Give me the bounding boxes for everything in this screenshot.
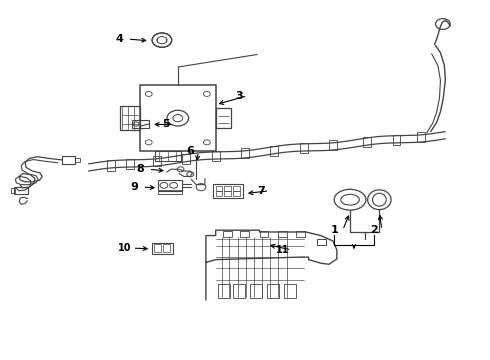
Bar: [158, 36, 166, 44]
Bar: [140, 85, 216, 151]
Bar: [155, 151, 181, 161]
Bar: [218, 284, 230, 298]
Text: 4: 4: [116, 34, 123, 44]
Bar: [241, 148, 249, 158]
Text: 8: 8: [137, 164, 145, 174]
Bar: [250, 284, 262, 298]
Bar: [224, 186, 231, 191]
Bar: [216, 192, 222, 196]
Bar: [296, 231, 305, 237]
Bar: [260, 231, 269, 237]
Text: 3: 3: [235, 91, 243, 101]
Text: 2: 2: [369, 225, 377, 235]
Bar: [329, 140, 337, 150]
Text: 5: 5: [162, 120, 170, 129]
Bar: [126, 159, 134, 169]
Text: 9: 9: [130, 182, 138, 192]
Bar: [158, 180, 182, 191]
Bar: [267, 284, 279, 298]
Bar: [132, 120, 149, 128]
Bar: [212, 151, 220, 161]
Bar: [14, 187, 28, 194]
Text: 6: 6: [186, 146, 194, 156]
Bar: [318, 239, 326, 245]
Bar: [152, 243, 172, 253]
Bar: [163, 244, 170, 252]
Bar: [392, 135, 400, 145]
Bar: [153, 156, 161, 166]
Bar: [300, 143, 308, 153]
Bar: [233, 186, 240, 191]
Bar: [284, 284, 296, 298]
Text: 1: 1: [331, 225, 338, 235]
Bar: [417, 132, 425, 142]
Bar: [62, 156, 75, 164]
Bar: [240, 231, 249, 237]
Bar: [11, 188, 15, 193]
Bar: [107, 161, 115, 171]
Bar: [121, 107, 140, 130]
Text: 11: 11: [276, 245, 290, 255]
Bar: [278, 231, 287, 237]
Bar: [363, 137, 371, 147]
Bar: [154, 244, 161, 252]
Bar: [158, 190, 182, 194]
Bar: [182, 154, 190, 163]
Bar: [216, 108, 231, 128]
Bar: [270, 145, 278, 156]
Bar: [233, 284, 245, 298]
Bar: [75, 158, 80, 162]
Bar: [216, 186, 222, 191]
Text: 7: 7: [257, 186, 265, 196]
Text: 10: 10: [118, 243, 131, 253]
Bar: [224, 192, 231, 196]
Bar: [233, 192, 240, 196]
Bar: [223, 231, 232, 237]
Bar: [213, 184, 243, 198]
